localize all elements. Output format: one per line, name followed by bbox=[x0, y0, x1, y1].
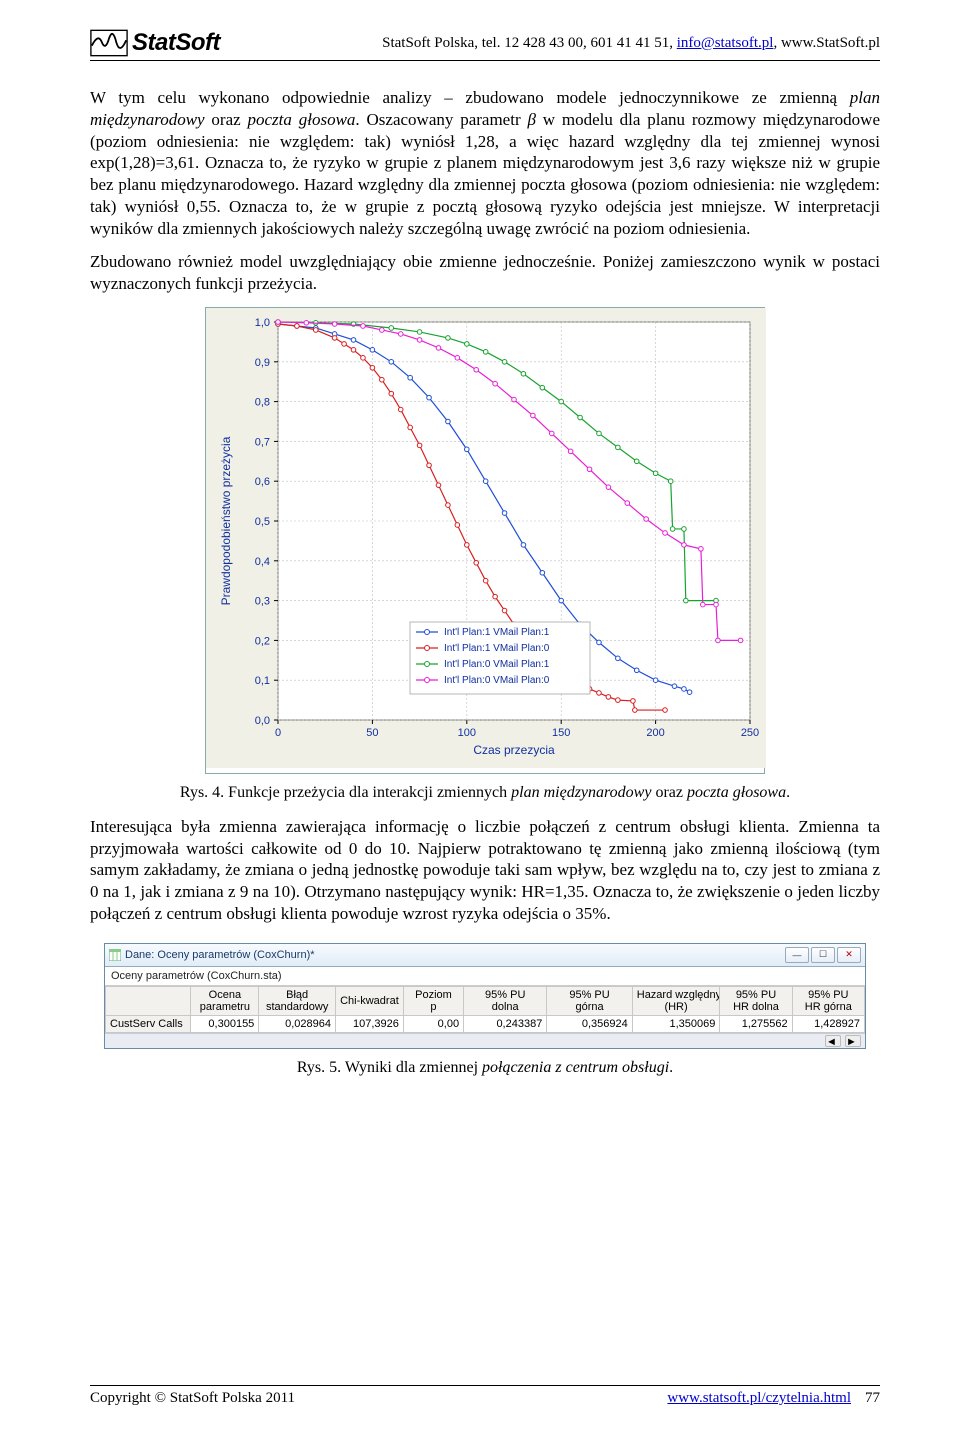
parameter-table: OcenaparametruBłądstandardowyChi-kwadrat… bbox=[105, 986, 865, 1033]
maximize-button[interactable]: ☐ bbox=[811, 947, 835, 963]
paragraph-1: W tym celu wykonano odpowiednie analizy … bbox=[90, 87, 880, 239]
close-button[interactable]: ✕ bbox=[837, 947, 861, 963]
column-header: 95% PUHR górna bbox=[792, 986, 864, 1015]
svg-text:0,1: 0,1 bbox=[255, 675, 270, 687]
figure-5-caption: Rys. 5. Wyniki dla zmiennej połączenia z… bbox=[90, 1059, 880, 1077]
svg-text:0,3: 0,3 bbox=[255, 595, 270, 607]
table-cell: 0,00 bbox=[403, 1015, 463, 1032]
svg-text:0,9: 0,9 bbox=[255, 357, 270, 369]
window-titlebar: Dane: Oceny parametrów (CoxChurn)* — ☐ ✕ bbox=[105, 944, 865, 967]
svg-text:Prawdopodobieństwo przeżycia: Prawdopodobieństwo przeżycia bbox=[219, 436, 233, 605]
column-header: Hazard względny(HR) bbox=[632, 986, 720, 1015]
results-window: Dane: Oceny parametrów (CoxChurn)* — ☐ ✕… bbox=[104, 943, 866, 1049]
paragraph-2: Zbudowano również model uwzględniający o… bbox=[90, 251, 880, 295]
window-title: Dane: Oceny parametrów (CoxChurn)* bbox=[125, 949, 315, 961]
logo-icon bbox=[90, 28, 128, 58]
svg-text:0,2: 0,2 bbox=[255, 635, 270, 647]
svg-text:0,4: 0,4 bbox=[255, 556, 270, 568]
column-header: 95% PUHR dolna bbox=[720, 986, 792, 1015]
table-cell: 0,028964 bbox=[259, 1015, 336, 1032]
svg-text:Int'l Plan:0 VMail Plan:0: Int'l Plan:0 VMail Plan:0 bbox=[444, 675, 550, 686]
table-cell: 1,350069 bbox=[632, 1015, 720, 1032]
table-cell: 0,243387 bbox=[464, 1015, 547, 1032]
survival-chart-svg: 0 50 100 150 200 250 0,0 0,1 0,2 0,3 0,4 0,5 0,6 0,7 0… bbox=[206, 308, 766, 768]
spreadsheet-icon bbox=[109, 949, 121, 961]
table-cell: 0,356924 bbox=[547, 1015, 632, 1032]
page-footer: Copyright © StatSoft Polska 2011 www.sta… bbox=[90, 1385, 880, 1407]
table-cell: 1,275562 bbox=[720, 1015, 792, 1032]
svg-text:200: 200 bbox=[646, 727, 664, 739]
svg-text:0,0: 0,0 bbox=[255, 715, 270, 727]
svg-text:100: 100 bbox=[458, 727, 476, 739]
svg-text:0,8: 0,8 bbox=[255, 396, 270, 408]
header-contact: StatSoft Polska, tel. 12 428 43 00, 601 … bbox=[382, 35, 880, 52]
survival-chart: 0 50 100 150 200 250 0,0 0,1 0,2 0,3 0,4 0,5 0,6 0,7 0… bbox=[205, 307, 765, 774]
hscroll-right[interactable]: ► bbox=[845, 1035, 861, 1047]
page-header: StatSoft StatSoft Polska, tel. 12 428 43… bbox=[90, 28, 880, 61]
column-header: Ocenaparametru bbox=[191, 986, 259, 1015]
svg-text:50: 50 bbox=[366, 727, 378, 739]
table-cell: 0,300155 bbox=[191, 1015, 259, 1032]
svg-text:250: 250 bbox=[741, 727, 759, 739]
paragraph-3: Interesująca była zmienna zawierająca in… bbox=[90, 816, 880, 925]
footer-link[interactable]: www.statsoft.pl/czytelnia.html bbox=[667, 1390, 851, 1407]
svg-text:Int'l Plan:1 VMail Plan:1: Int'l Plan:1 VMail Plan:1 bbox=[444, 627, 550, 638]
svg-text:Int'l Plan:0 VMail Plan:1: Int'l Plan:0 VMail Plan:1 bbox=[444, 659, 550, 670]
svg-text:0,6: 0,6 bbox=[255, 476, 270, 488]
brand-a: Stat bbox=[132, 29, 175, 56]
svg-text:0: 0 bbox=[275, 727, 281, 739]
minimize-button[interactable]: — bbox=[785, 947, 809, 963]
column-header: Błądstandardowy bbox=[259, 986, 336, 1015]
svg-text:1,0: 1,0 bbox=[255, 317, 270, 329]
table-caption: Oceny parametrów (CoxChurn.sta) bbox=[105, 967, 865, 986]
column-header: 95% PUgórna bbox=[547, 986, 632, 1015]
column-header bbox=[106, 986, 191, 1015]
window-statusbar: ◄ ► bbox=[105, 1033, 865, 1048]
svg-text:Int'l Plan:1 VMail Plan:0: Int'l Plan:1 VMail Plan:0 bbox=[444, 643, 550, 654]
table-cell: CustServ Calls bbox=[106, 1015, 191, 1032]
brand-b: Soft bbox=[175, 29, 220, 56]
copyright: Copyright © StatSoft Polska 2011 bbox=[90, 1390, 295, 1407]
hscroll-left[interactable]: ◄ bbox=[825, 1035, 841, 1047]
svg-text:150: 150 bbox=[552, 727, 570, 739]
svg-text:Czas przezycia: Czas przezycia bbox=[473, 743, 555, 757]
svg-text:0,7: 0,7 bbox=[255, 436, 270, 448]
column-header: Poziomp bbox=[403, 986, 463, 1015]
column-header: 95% PUdolna bbox=[464, 986, 547, 1015]
table-cell: 1,428927 bbox=[792, 1015, 864, 1032]
column-header: Chi-kwadrat bbox=[335, 986, 403, 1015]
page-number: 77 bbox=[865, 1390, 880, 1407]
statsoft-logo: StatSoft bbox=[90, 28, 220, 58]
figure-4-caption: Rys. 4. Funkcje przeżycia dla interakcji… bbox=[90, 784, 880, 802]
svg-text:0,5: 0,5 bbox=[255, 516, 270, 528]
header-email-link[interactable]: info@statsoft.pl bbox=[677, 35, 774, 51]
table-cell: 107,3926 bbox=[335, 1015, 403, 1032]
